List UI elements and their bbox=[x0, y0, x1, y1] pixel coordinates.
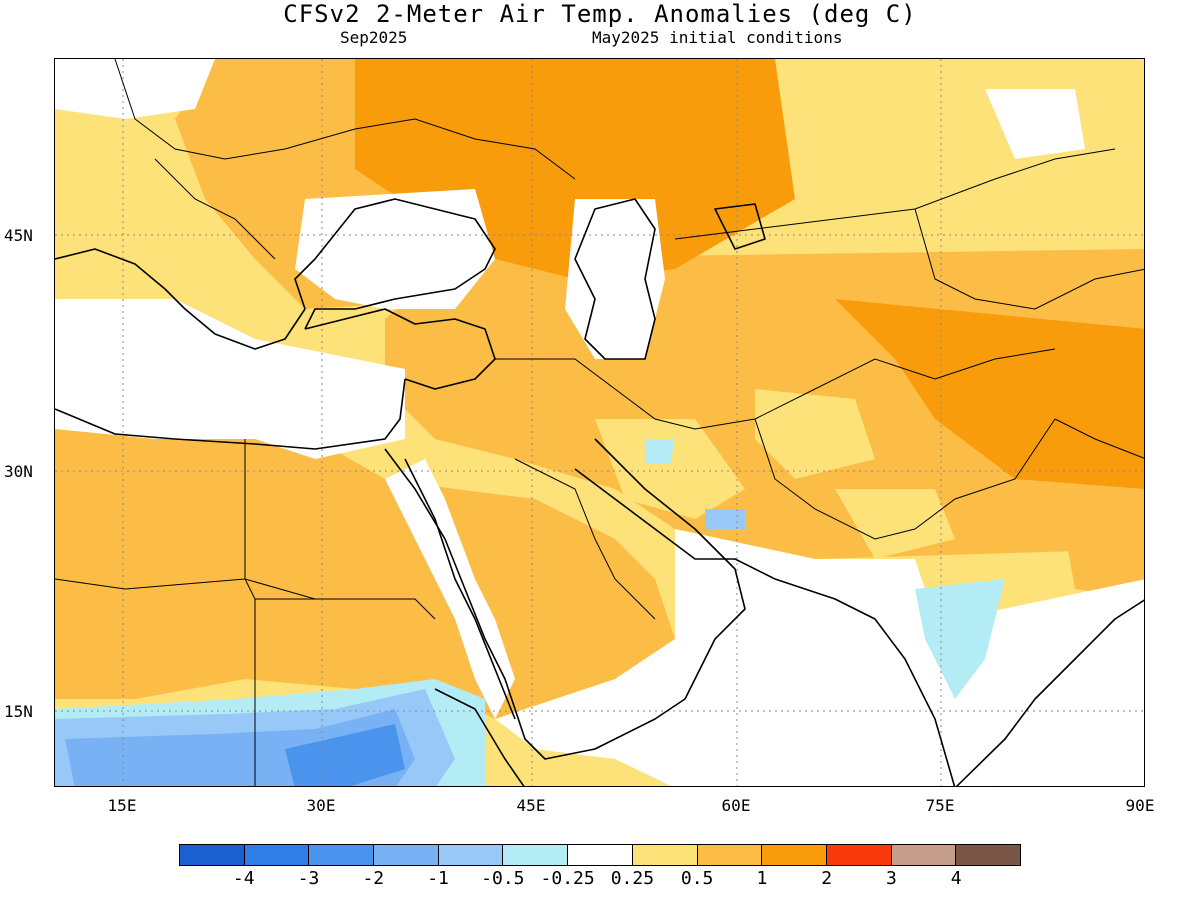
lon-label-60e: 60E bbox=[721, 796, 751, 815]
colorbar-tick-label: -1 bbox=[427, 868, 449, 889]
lon-label-75e: 75E bbox=[925, 796, 955, 815]
colorbar-swatch bbox=[697, 845, 763, 865]
colorbar-tick-label: -3 bbox=[297, 868, 320, 889]
colorbar-tick-label: 1 bbox=[756, 868, 768, 889]
lat-label-15n: 15N bbox=[4, 702, 33, 721]
anomaly-map bbox=[54, 58, 1145, 787]
field-white bbox=[55, 59, 1144, 786]
lat-label-45n: 45N bbox=[4, 226, 33, 245]
colorbar-swatch bbox=[438, 845, 504, 865]
graticule bbox=[55, 59, 1144, 786]
anomaly-map-canvas bbox=[55, 59, 1144, 786]
lon-label-15e: 15E bbox=[107, 796, 137, 815]
colorbar-tick-label: 2 bbox=[821, 868, 833, 889]
lat-label-30n: 30N bbox=[4, 462, 33, 481]
colorbar-swatch bbox=[309, 845, 375, 865]
colorbar-tick-label: 4 bbox=[950, 868, 962, 889]
colorbar-swatch bbox=[244, 845, 310, 865]
map-title: CFSv2 2-Meter Air Temp. Anomalies (deg C… bbox=[283, 0, 917, 28]
colorbar-tick-label: 0.5 bbox=[680, 868, 714, 889]
coastlines bbox=[55, 198, 1144, 786]
colorbar-swatch bbox=[632, 845, 698, 865]
lon-label-90e: 90E bbox=[1125, 796, 1155, 815]
colorbar-tick-label: -0.5 bbox=[481, 868, 525, 889]
lon-label-45e: 45E bbox=[516, 796, 546, 815]
colorbar-tick-label: 0.25 bbox=[610, 868, 655, 889]
colorbar-swatch bbox=[503, 845, 569, 865]
colorbar-swatch bbox=[374, 845, 439, 865]
colorbar-tick-label: -2 bbox=[362, 868, 385, 889]
colorbar-swatch bbox=[826, 845, 892, 865]
colorbar-tick-label: 3 bbox=[886, 868, 897, 889]
colorbar-swatch bbox=[180, 845, 245, 865]
colorbar-swatch bbox=[762, 845, 827, 865]
initial-conditions: May2025 initial conditions bbox=[592, 28, 843, 47]
colorbar-swatch bbox=[956, 845, 1020, 865]
colorbar-swatch bbox=[891, 845, 957, 865]
lon-label-30e: 30E bbox=[306, 796, 336, 815]
country-borders bbox=[55, 59, 1144, 786]
colorbar-swatch bbox=[568, 845, 633, 865]
colorbar bbox=[179, 844, 1021, 866]
forecast-month: Sep2025 bbox=[340, 28, 408, 47]
colorbar-tick-label: -0.25 bbox=[540, 868, 595, 889]
colorbar-tick-label: -4 bbox=[232, 868, 255, 889]
